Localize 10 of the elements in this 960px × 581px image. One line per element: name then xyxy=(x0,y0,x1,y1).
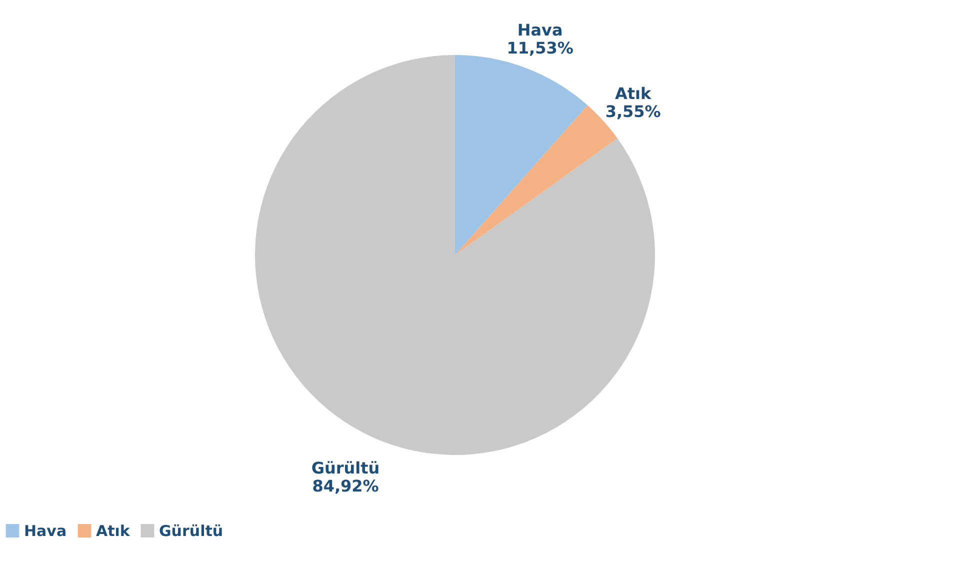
legend-label: Gürültü xyxy=(159,522,224,540)
data-label: 11,53% xyxy=(506,38,574,58)
slice-label: Hava xyxy=(517,20,563,40)
slice-label: Gürültü xyxy=(311,458,380,478)
pie-slice xyxy=(455,55,588,255)
slice-label: Atık xyxy=(614,84,652,104)
data-label: 3,55% xyxy=(605,102,661,122)
legend-label: Hava xyxy=(24,522,67,540)
legend-label: Atık xyxy=(96,522,131,540)
data-label: 84,92% xyxy=(312,476,379,496)
